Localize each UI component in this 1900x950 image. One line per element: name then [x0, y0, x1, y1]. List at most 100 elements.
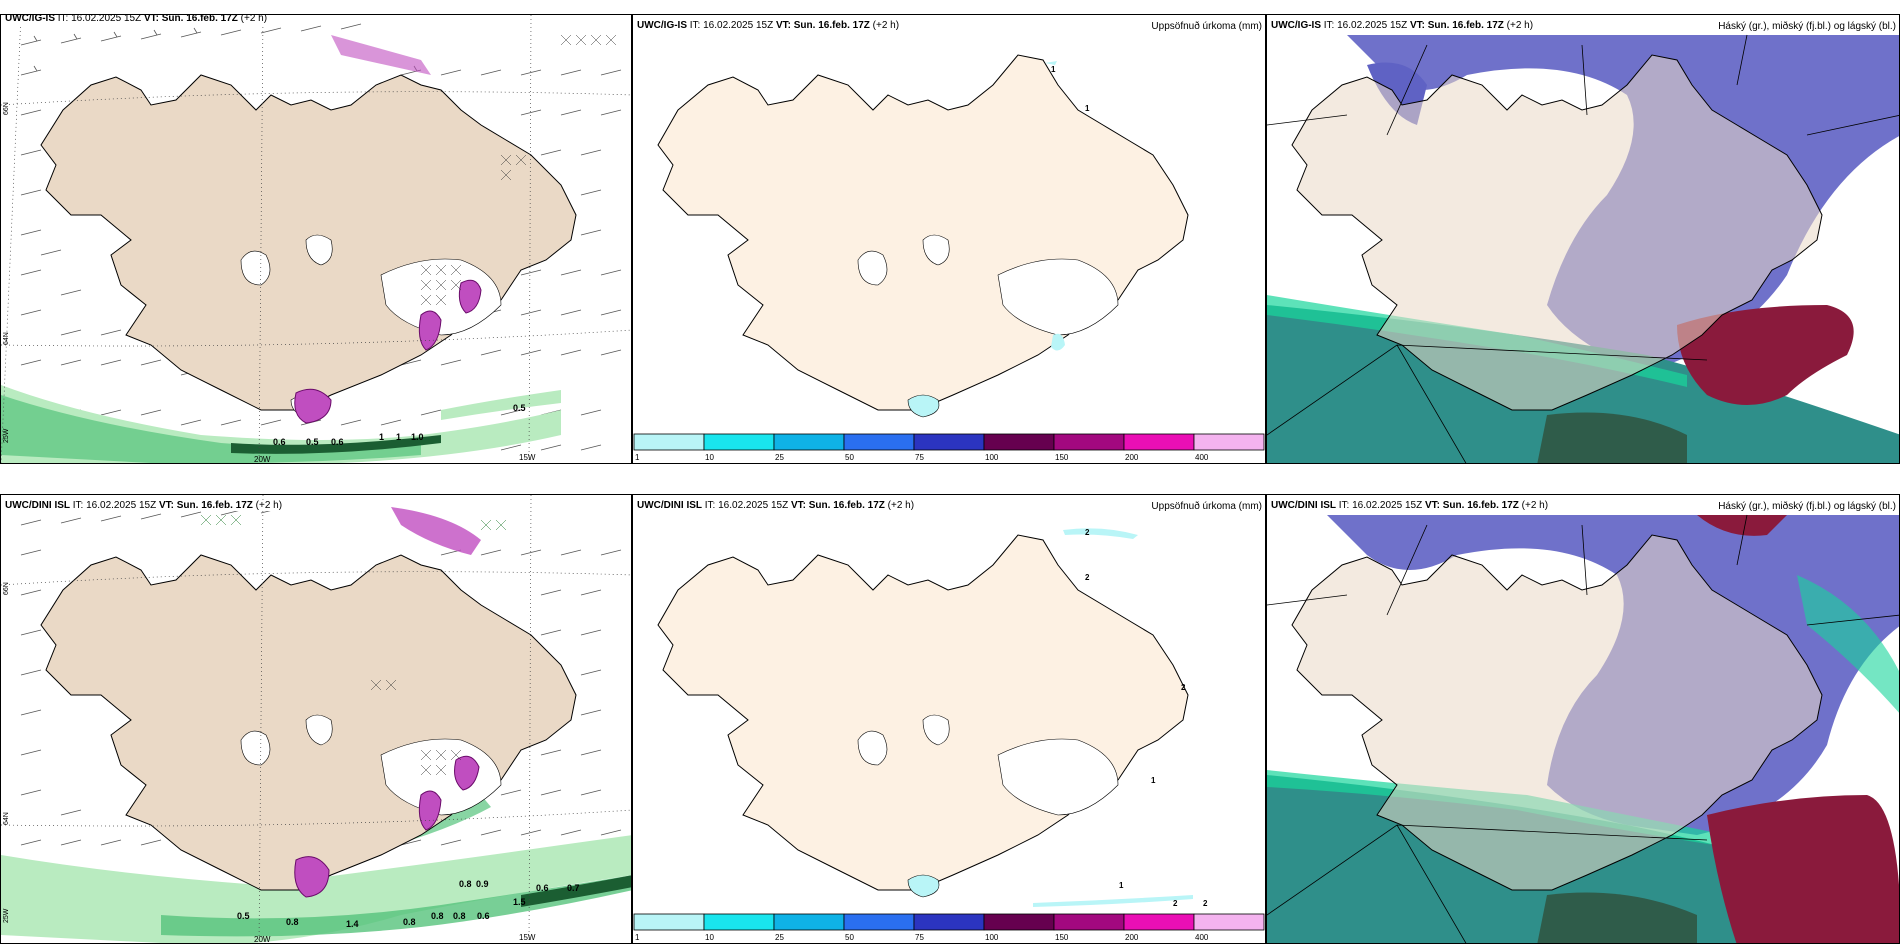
- vt-label: VT:: [1424, 500, 1440, 511]
- lat-label-66n: 66N: [3, 582, 10, 595]
- precip-label: 0.5: [237, 911, 250, 921]
- colorbar-swatch: [983, 913, 1055, 931]
- accum-label: 1: [1051, 65, 1056, 74]
- colorbar-top: 1 10 25 50 75 100 150 200 400: [633, 433, 1265, 462]
- colorbar-tick-label: 10: [705, 453, 714, 462]
- lat-label-25w: 25W: [3, 428, 10, 443]
- vt-label: VT:: [775, 20, 791, 31]
- vt-label: VT:: [143, 14, 159, 24]
- vt-value: Sun. 16.feb. 17Z: [808, 500, 885, 511]
- colorbar-tick-label: 25: [775, 933, 784, 942]
- panel-header: UWC/IG-IS IT: 16.02.2025 15Z VT: Sun. 16…: [635, 20, 902, 31]
- colorbar-tick-label: 400: [1195, 453, 1209, 462]
- panel-header: UWC/IG-IS IT: 16.02.2025 15Z VT: Sun. 16…: [3, 14, 270, 24]
- vt-value: Sun. 16.feb. 17Z: [176, 500, 253, 511]
- precip-label: 0.8: [403, 917, 416, 927]
- accum-label: 1: [1085, 104, 1090, 113]
- colorbar-swatch: [703, 913, 775, 931]
- panel-header: UWC/IG-IS IT: 16.02.2025 15Z VT: Sun. 16…: [1269, 20, 1536, 31]
- colorbar-swatch: [1193, 913, 1265, 931]
- colorbar-tick-label: 150: [1055, 453, 1069, 462]
- map-bottom-accum-precip: 2 2 2 1 1 2 2: [657, 528, 1208, 908]
- colorbar-swatch: [633, 433, 705, 451]
- it-label: IT:: [1338, 500, 1350, 511]
- model-name: UWC/IG-IS: [5, 14, 55, 24]
- precip-label: 1: [396, 432, 401, 442]
- colorbar-tick-label: 1: [635, 453, 640, 462]
- colorbar-swatch: [773, 913, 845, 931]
- it-label: IT:: [704, 500, 716, 511]
- precip-label: 0.5: [306, 437, 319, 447]
- lon-label-20w: 20W: [254, 935, 271, 944]
- colorbar-swatch: [843, 433, 915, 451]
- vt-value: Sun. 16.feb. 17Z: [1442, 500, 1519, 511]
- accum-label: 2: [1085, 528, 1090, 537]
- model-name: UWC/DINI ISL: [5, 500, 70, 511]
- it-label: IT:: [1323, 20, 1335, 31]
- panel-right-title: Háský (gr.), miðský (fj.bl.) og lágský (…: [1718, 21, 1896, 32]
- offset: (+2 h): [872, 20, 900, 31]
- panel-bottom-clouds: UWC/DINI ISL IT: 16.02.2025 15Z VT: Sun.…: [1266, 494, 1900, 944]
- vt-label: VT:: [158, 500, 174, 511]
- colorbar-swatch: [1123, 913, 1195, 931]
- model-name: UWC/DINI ISL: [637, 500, 702, 511]
- offset: (+2 h): [1506, 20, 1534, 31]
- panel-right-title: Uppsöfnuð úrkoma (mm): [1151, 21, 1262, 32]
- colorbar-tick-label: 75: [915, 453, 924, 462]
- vt-label: VT:: [790, 500, 806, 511]
- panel-header: UWC/DINI ISL IT: 16.02.2025 15Z VT: Sun.…: [1269, 500, 1551, 511]
- precip-label: 0.6: [536, 883, 549, 893]
- colorbar-swatch: [633, 913, 705, 931]
- vt-value: Sun. 16.feb. 17Z: [793, 20, 870, 31]
- lon-label-15w: 15W: [519, 453, 536, 462]
- colorbar-tick-label: 50: [845, 453, 854, 462]
- lat-label-66n: 66N: [3, 102, 10, 115]
- colorbar-swatch: [773, 433, 845, 451]
- precip-label: 0.6: [477, 911, 490, 921]
- precip-label: 0.8: [453, 911, 466, 921]
- accum-label: 2: [1173, 899, 1178, 908]
- colorbar-tick-label: 200: [1125, 933, 1139, 942]
- colorbar-swatch: [913, 433, 985, 451]
- panel-top-clouds: UWC/IG-IS IT: 16.02.2025 15Z VT: Sun. 16…: [1266, 14, 1900, 464]
- offset: (+2 h): [240, 14, 268, 24]
- map-top-accum-precip: 1 1: [657, 54, 1189, 418]
- lat-label-64n: 64N: [3, 332, 10, 345]
- it-value: 16.02.2025 15Z: [71, 14, 142, 24]
- panel-right-title: Háský (gr.), miðský (fj.bl.) og lágský (…: [1718, 501, 1896, 512]
- precip-label: 0.8: [431, 911, 444, 921]
- panel-top-wind-precip: 0.5 0.6 0.5 0.6 1 1 1.0 20W 15W 66N 64N …: [0, 14, 632, 464]
- precip-contour-labels: 0.5 0.6 0.5 0.6 1 1 1.0: [273, 403, 526, 447]
- it-value: 16.02.2025 15Z: [703, 20, 774, 31]
- it-value: 16.02.2025 15Z: [1337, 20, 1408, 31]
- map-bottom-wind-precip: 0.8 0.9 0.6 0.7 1.5 0.5 0.8 0.8 0.8 0.6 …: [1, 495, 631, 943]
- accum-label: 2: [1181, 683, 1186, 692]
- lat-label-25w: 25W: [3, 908, 10, 923]
- precip-label: 0.6: [331, 437, 344, 447]
- panel-bottom-accum-precip: 2 2 2 1 1 2 2 UWC/DINI ISL IT: 16.02.202…: [632, 494, 1266, 944]
- colorbar-tick-label: 150: [1055, 933, 1069, 942]
- map-top-wind-precip: 0.5 0.6 0.5 0.6 1 1 1.0: [1, 15, 631, 463]
- precip-label: 0.6: [273, 437, 286, 447]
- precip-label: 0.5: [513, 403, 526, 413]
- panel-header: UWC/DINI ISL IT: 16.02.2025 15Z VT: Sun.…: [3, 500, 285, 511]
- accum-label: 1: [1151, 776, 1156, 785]
- colorbar-swatch: [1193, 433, 1265, 451]
- colorbar-tick-label: 50: [845, 933, 854, 942]
- precip-label: 1: [379, 432, 384, 442]
- panel-top-accum-precip: 1 1 UWC/IG-IS IT: 16.02.2025 15Z VT: Sun…: [632, 14, 1266, 464]
- it-label: IT:: [689, 20, 701, 31]
- colorbar-tick-label: 25: [775, 453, 784, 462]
- panel-bottom-wind-precip: 0.8 0.9 0.6 0.7 1.5 0.5 0.8 0.8 0.8 0.6 …: [0, 494, 632, 944]
- colorbar-tick-label: 10: [705, 933, 714, 942]
- model-name: UWC/IG-IS: [637, 20, 687, 31]
- colorbar-tick-label: 75: [915, 933, 924, 942]
- vt-value: Sun. 16.feb. 17Z: [1427, 20, 1504, 31]
- precip-label: 0.9: [476, 879, 489, 889]
- it-label: IT:: [57, 14, 69, 24]
- vt-value: Sun. 16.feb. 17Z: [161, 14, 238, 24]
- panel-right-title: Uppsöfnuð úrkoma (mm): [1151, 501, 1262, 512]
- accum-label: 2: [1203, 899, 1208, 908]
- lon-label-20w: 20W: [254, 455, 271, 464]
- vt-label: VT:: [1409, 20, 1425, 31]
